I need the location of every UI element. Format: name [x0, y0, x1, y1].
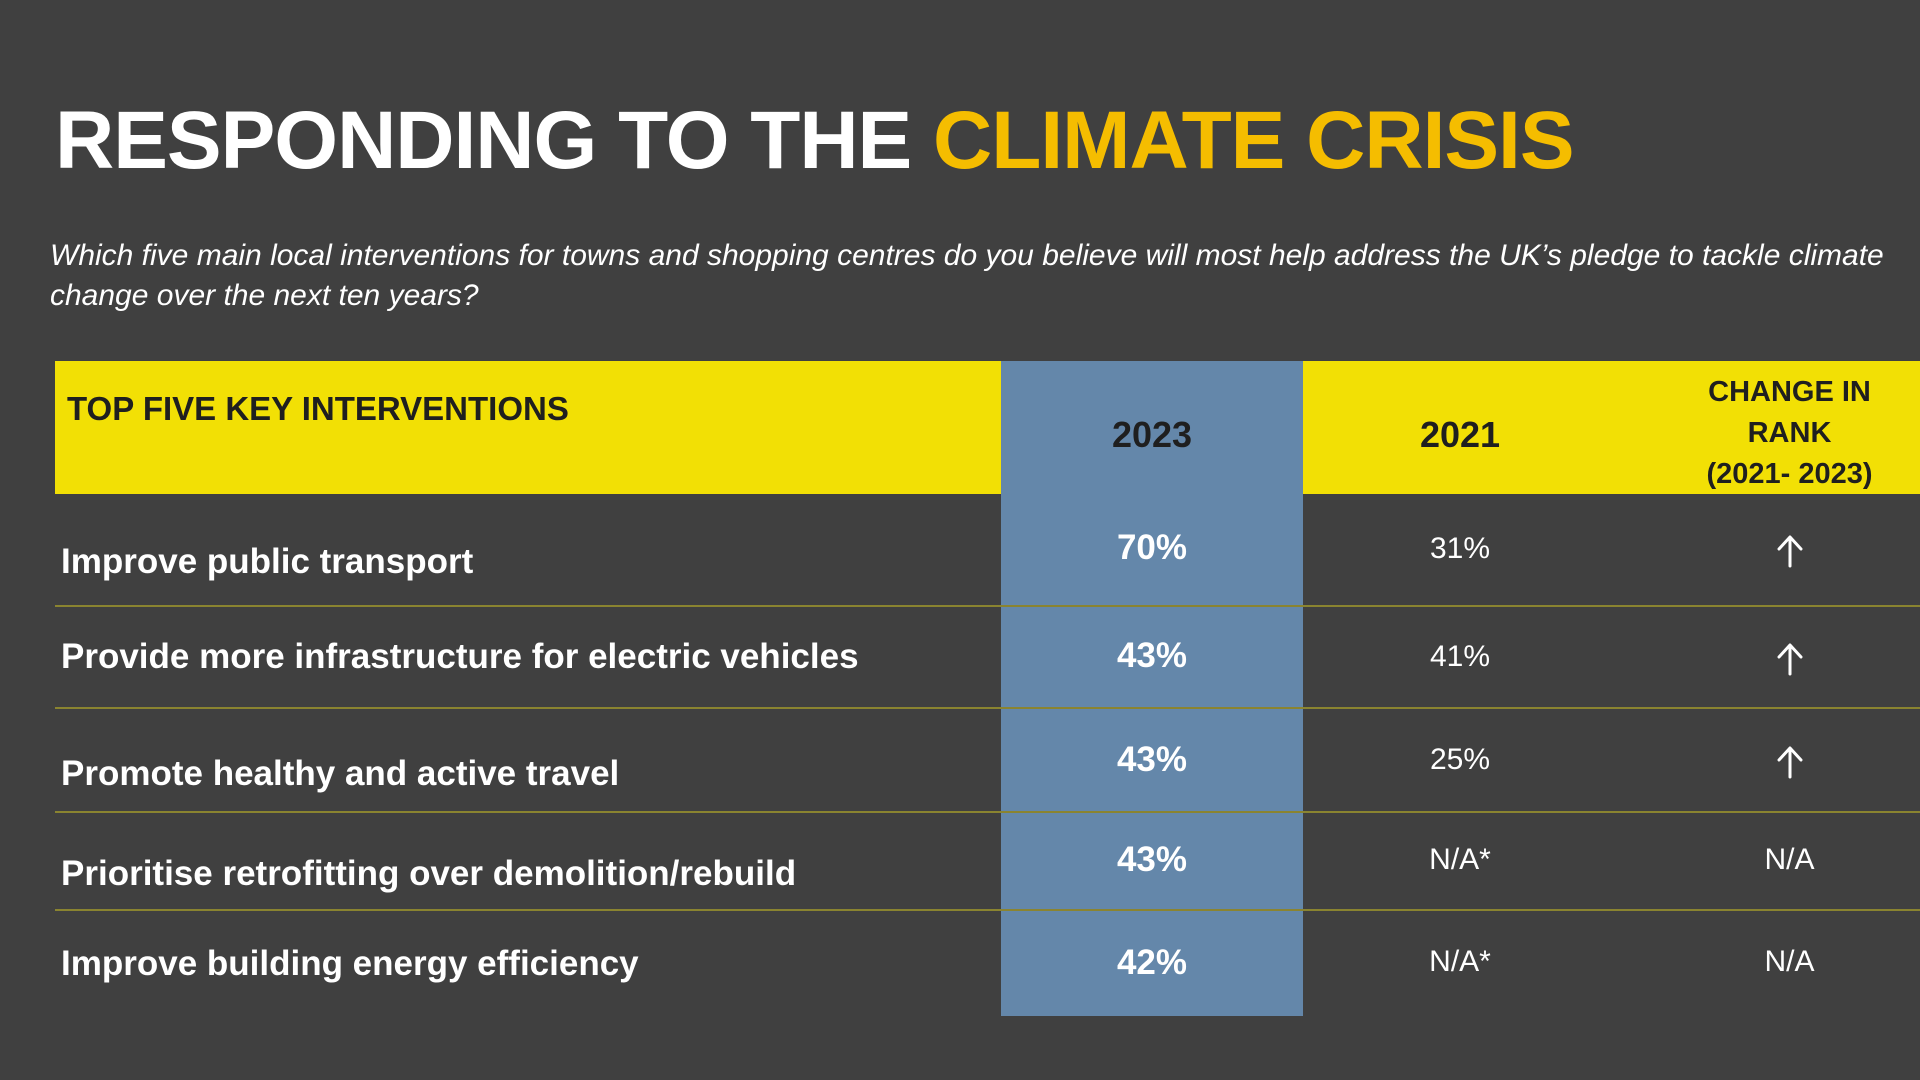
- table-header-bar: [55, 361, 1920, 494]
- row-4-value-2023: 43%: [1116, 840, 1188, 879]
- column-2023-highlight: [1001, 361, 1303, 1016]
- row-divider: [55, 605, 1920, 607]
- row-5-label: Improve building energy efficiency: [61, 944, 639, 983]
- up-arrow-icon: [1777, 535, 1802, 568]
- page-title: RESPONDING TO THE CLIMATE CRISIS: [55, 100, 1575, 182]
- header-change-line-2: RANK: [1747, 417, 1832, 449]
- row-5-change: N/A: [1764, 945, 1815, 978]
- header-change-line-1: CHANGE IN: [1708, 376, 1871, 408]
- up-arrow-icon: [1777, 643, 1802, 676]
- header-2023: 2023: [1111, 414, 1193, 455]
- row-3-change: [1617, 744, 1920, 779]
- row-divider: [55, 909, 1920, 911]
- row-2-value-2023: 43%: [1116, 636, 1188, 675]
- row-2-value-2021: 41%: [1429, 640, 1491, 673]
- row-3-value-2023: 43%: [1116, 740, 1188, 779]
- row-2-label: Provide more infrastructure for electric…: [61, 637, 859, 676]
- row-5-value-2021: N/A*: [1429, 945, 1491, 978]
- title-highlight: CLIMATE CRISIS: [933, 95, 1574, 186]
- title-prefix: RESPONDING TO THE: [55, 95, 934, 186]
- header-2021: 2021: [1419, 414, 1501, 455]
- row-5-value-2023: 42%: [1116, 943, 1188, 982]
- row-1-value-2023: 70%: [1116, 528, 1188, 567]
- row-2-change: [1617, 641, 1920, 676]
- row-1-change: [1617, 533, 1920, 568]
- up-arrow-icon: [1777, 746, 1802, 779]
- header-interventions: TOP FIVE KEY INTERVENTIONS: [67, 390, 569, 427]
- row-1-label: Improve public transport: [61, 542, 474, 581]
- row-divider: [55, 811, 1920, 813]
- row-4-label: Prioritise retrofitting over demolition/…: [61, 854, 797, 893]
- row-1-value-2021: 31%: [1429, 532, 1491, 565]
- row-4-change: N/A: [1764, 843, 1815, 876]
- row-divider: [55, 707, 1920, 709]
- survey-question: Which five main local interventions for …: [50, 239, 1884, 312]
- row-4-value-2021: N/A*: [1429, 843, 1491, 876]
- header-change-line-3: (2021- 2023): [1706, 458, 1873, 490]
- row-3-label: Promote healthy and active travel: [61, 754, 620, 793]
- header-change-in-rank: CHANGE IN RANK (2021- 2023): [1617, 372, 1920, 495]
- row-3-value-2021: 25%: [1429, 743, 1491, 776]
